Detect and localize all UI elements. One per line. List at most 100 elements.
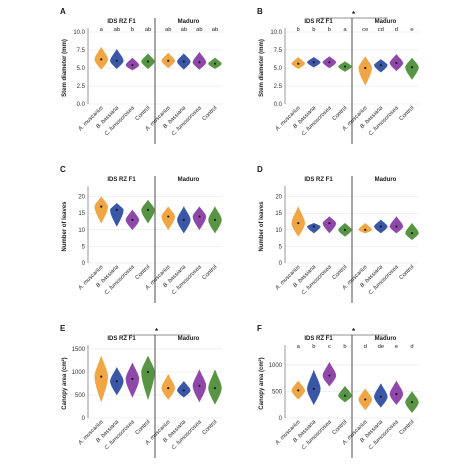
y-axis-title: Number of leaves: [62, 201, 68, 252]
significance-letter: de: [378, 344, 384, 350]
category-label: C. fumosorosea: [171, 105, 203, 137]
violin: [208, 369, 222, 405]
violin: [125, 362, 140, 398]
y-axis-title: Canopy area (cm²): [258, 357, 265, 409]
median-point: [100, 205, 103, 208]
panel-a: A 0.0 2.5 5.0 7.5 10.0 Stem diameter (mm) IDS R…: [60, 7, 222, 144]
panel-letter: A: [60, 7, 66, 16]
y-tick-label: 20: [275, 195, 282, 201]
y-tick-label: 7.5: [274, 48, 283, 54]
panel-letter: F: [257, 324, 262, 333]
category-label: Control: [201, 264, 218, 281]
y-axis-title: Stem diameter (mm): [62, 39, 68, 97]
panel-letter: C: [60, 165, 66, 174]
y-tick-label: 5: [279, 244, 283, 250]
panel-letter: E: [60, 324, 66, 333]
violin: [405, 57, 419, 80]
category-label: C. fumosorosea: [104, 105, 136, 137]
y-tick-label: 10.0: [73, 30, 85, 36]
violin: [322, 361, 337, 387]
category-label: Control: [398, 419, 415, 436]
median-point: [213, 387, 217, 390]
significance-letter: a: [100, 27, 104, 33]
median-point: [167, 215, 170, 218]
significance-star: *: [352, 10, 356, 19]
category-label: Control: [134, 264, 151, 281]
median-point: [379, 64, 382, 67]
violin: [291, 206, 305, 237]
group-label: IDS RZ F1: [107, 336, 136, 342]
significance-letter: ab: [145, 27, 151, 33]
y-tick-label: 5.0: [274, 66, 283, 72]
category-label: C. fumosorosea: [368, 419, 400, 451]
violin: [389, 380, 404, 406]
violin: [141, 199, 155, 224]
y-tick-label: 5: [82, 244, 86, 250]
significance-letter: ab: [165, 27, 171, 33]
y-axis-title: Number of leaves: [259, 201, 265, 252]
median-point: [115, 59, 118, 62]
category-label: Control: [398, 264, 415, 281]
median-point: [395, 225, 398, 228]
category-label: C. fumosorosea: [301, 419, 333, 451]
violin: [161, 373, 175, 400]
y-tick-label: 10.0: [270, 30, 282, 36]
median-point: [198, 384, 201, 387]
median-point: [343, 394, 347, 397]
significance-letter: a: [343, 27, 347, 33]
category-label: C. fumosorosea: [301, 105, 333, 137]
median-point: [343, 228, 347, 231]
group-label: Maduro: [375, 19, 397, 25]
violin: [358, 56, 372, 86]
median-point: [312, 225, 315, 228]
significance-letter: b: [297, 27, 300, 33]
group-label: IDS RZ F1: [304, 336, 333, 342]
y-tick-label: 0: [279, 416, 283, 422]
median-point: [115, 380, 118, 383]
category-label: C. fumosorosea: [301, 264, 333, 296]
violin: [192, 51, 207, 70]
y-tick-label: 0: [279, 261, 283, 267]
median-point: [213, 62, 217, 65]
y-tick-label: 15: [78, 211, 85, 217]
y-tick-label: 0: [82, 261, 86, 267]
median-point: [146, 370, 150, 374]
group-label: Maduro: [178, 177, 200, 183]
panel-letter: D: [257, 165, 263, 174]
median-point: [297, 222, 300, 225]
category-label: Control: [134, 419, 151, 436]
median-point: [364, 398, 367, 401]
significance-letter: e: [395, 344, 398, 350]
category-label: Control: [331, 419, 348, 436]
y-tick-label: 500: [75, 393, 86, 399]
violin: [307, 222, 321, 234]
median-point: [379, 225, 382, 228]
y-axis-title: Canopy area (cm²): [61, 357, 68, 409]
significance-letter: ab: [181, 27, 187, 33]
significance-letter: c: [328, 344, 331, 350]
category-label: C. fumosorosea: [368, 264, 400, 296]
median-point: [182, 60, 185, 63]
median-point: [182, 389, 185, 392]
median-point: [182, 218, 185, 221]
median-point: [115, 208, 118, 212]
y-axis-title: Stem diameter (mm): [259, 39, 265, 97]
category-label: C. fumosorosea: [171, 419, 203, 451]
significance-letter: ce: [362, 27, 368, 33]
group-label: IDS RZ F1: [304, 19, 333, 25]
y-tick-label: 2.5: [77, 84, 86, 90]
panel-b: B 0.0 2.5 5.0 7.5 10.0 Stem diameter (mm) IDS R…: [257, 7, 419, 144]
median-point: [146, 60, 150, 63]
median-point: [364, 228, 367, 231]
median-point: [312, 61, 315, 64]
median-point: [410, 232, 414, 235]
category-label: Control: [331, 264, 348, 281]
median-point: [131, 218, 134, 221]
violin: [307, 369, 321, 406]
group-label: IDS RZ F1: [304, 177, 333, 183]
median-point: [131, 64, 134, 67]
y-tick-label: 0.0: [274, 102, 283, 108]
category-label: C. fumosorosea: [104, 264, 136, 296]
